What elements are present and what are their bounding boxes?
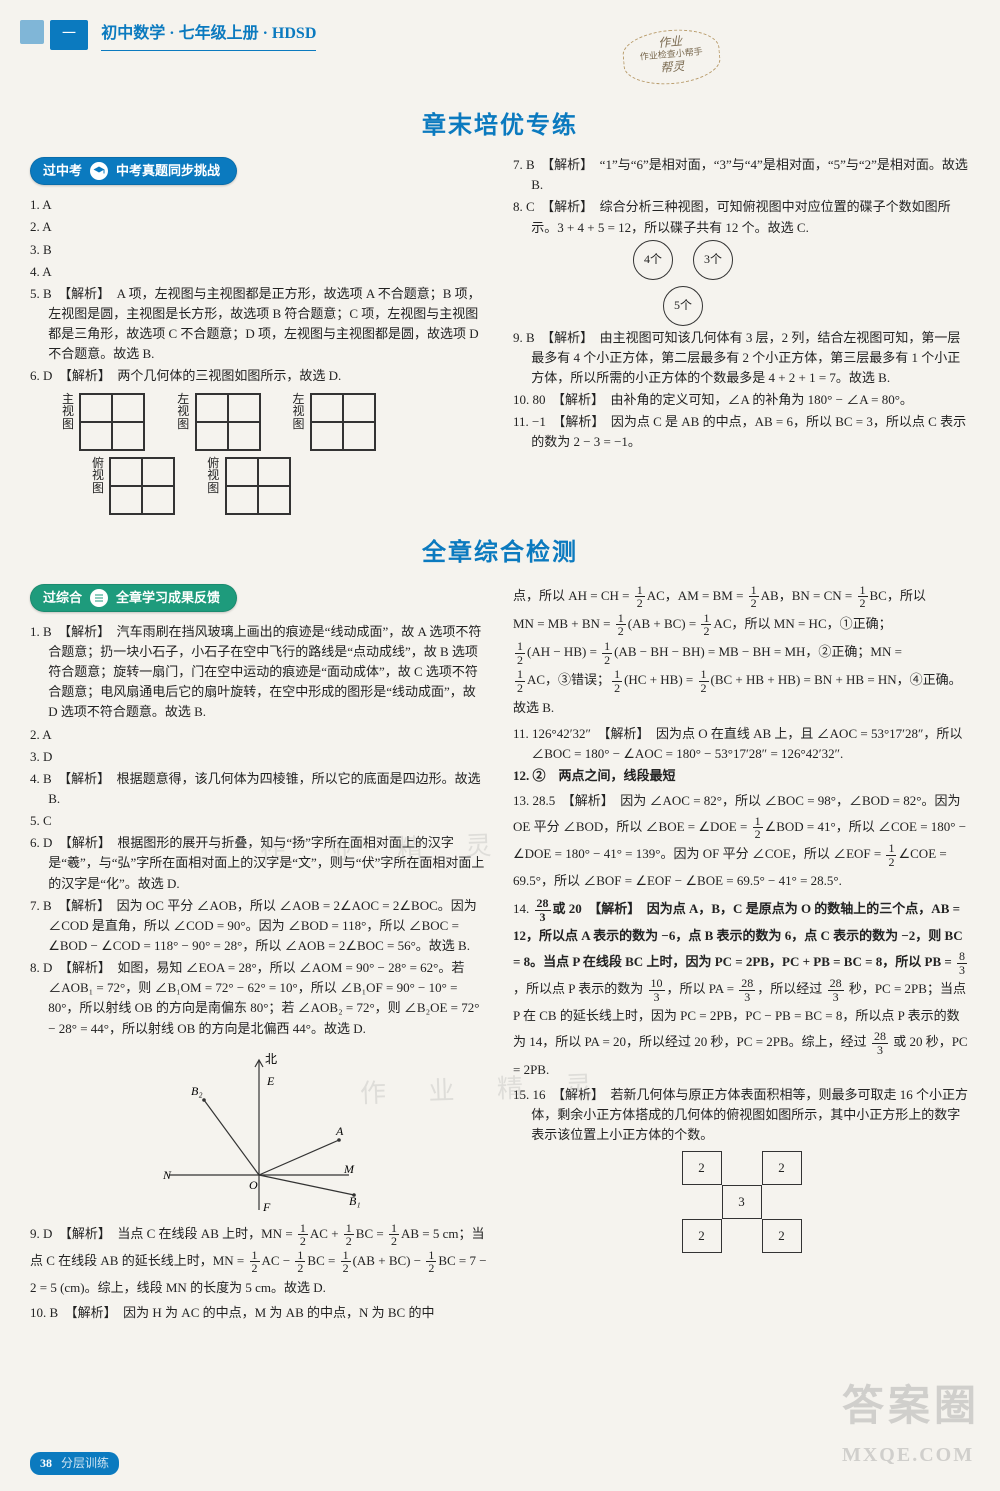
section2-left: 过综合 全章学习成果反馈 1. B 【解析】 汽车雨刷在挡风玻璃上画出的痕迹是“… [30,580,487,1325]
svg-text:北: 北 [265,1052,277,1066]
cell-c: 3 [722,1185,762,1219]
pill-zhongkao: 过中考 中考真题同步挑战 [30,157,237,185]
s2-q6: 6. D 【解析】 根据图形的展开与折叠，知与“扬”字所在面相对面上的汉字是“羲… [30,833,487,893]
s2-q10a: 10. B 【解析】 因为 H 为 AC 的中点，M 为 AB 的中点，N 为 … [30,1303,487,1323]
left-view-2: 左视图 [291,393,376,451]
top-view-label1: 俯视图 [90,457,106,495]
page-number: 38 分层训练 [30,1452,119,1475]
page-header: 一 初中数学 · 七年级上册 · HDSD 作业 作业检查小帮手 帮灵 [0,0,1000,100]
section1-left: 过中考 中考真题同步挑战 1. A 2. A 3. B 4. A 5. B 【解… [30,153,487,520]
pill-left-b: 中考真题同步挑战 [116,161,220,181]
s2-q7: 7. B 【解析】 因为 OC 平分 ∠AOB，所以 ∠AOB = 2∠AOC … [30,896,487,956]
circle-4: 4个 [633,240,673,280]
s2-q12: 12. ② 两点之间，线段最短 [513,766,970,786]
pill2-left-a: 过综合 [43,588,82,608]
section2-right: 点，所以 AH = CH = 12AC，AM = BM = 12AB，BN = … [513,580,970,1325]
top-view-2: 俯视图 [205,457,290,515]
section1-right: 7. B 【解析】 “1”与“6”是相对面，“3”与“4”是相对面，“5”与“2… [513,153,970,520]
pill-zonghe: 过综合 全章学习成果反馈 [30,584,237,612]
s1-q2: 2. A [30,217,487,237]
stamp-badge: 作业 作业检查小帮手 帮灵 [621,26,722,88]
cell-d: 2 [682,1219,722,1253]
three-view-row1: 主视图 左视图 左视图 [60,393,487,451]
s1-q3: 3. B [30,240,487,260]
cell-a: 2 [682,1151,722,1185]
main-view-label: 主视图 [60,393,76,431]
s1-q10: 10. 80 【解析】 由补角的定义可知，∠A 的补角为 180° − ∠A =… [513,390,970,410]
graduation-icon [90,162,108,180]
pill2-left-b: 全章学习成果反馈 [116,588,220,608]
s2-q4: 4. B 【解析】 根据题意得，该几何体为四棱锥，所以它的底面是四边形。故选 B… [30,769,487,809]
s2-q9: 9. D 【解析】 当点 C 在线段 AB 上时，MN = 12AC + 12B… [30,1221,487,1301]
compass-svg: 北 E N M A B₁ B₂ O F [149,1045,369,1215]
book-subtitle: 初中数学 · 七年级上册 · HDSD [101,22,316,51]
left-view-label2: 左视图 [291,393,307,431]
svg-text:O: O [249,1178,258,1192]
s2-q11: 11. 126°42′32″ 【解析】 因为点 O 在直线 AB 上，且 ∠AO… [513,724,970,764]
grid-left2 [310,393,376,451]
s2-q8: 8. D 【解析】 如图，易知 ∠EOA = 28°，所以 ∠AOM = 90°… [30,958,487,1039]
compass-diagram: 北 E N M A B₁ B₂ O F [30,1045,487,1215]
left-view-label1: 左视图 [175,393,191,431]
list-icon [90,589,108,607]
svg-text:F: F [262,1200,271,1214]
section1-columns: 过中考 中考真题同步挑战 1. A 2. A 3. B 4. A 5. B 【解… [0,153,1000,520]
svg-text:A: A [335,1124,344,1138]
grid-top2 [225,457,291,515]
section2-title: 全章综合检测 [0,535,1000,572]
s2-q13: 13. 28.5 【解析】 因为 ∠AOC = 82°，所以 ∠BOC = 98… [513,788,970,894]
q15-table: 2 2 3 2 2 [513,1151,970,1253]
s2-q2: 2. A [30,725,487,745]
cell-e: 2 [762,1219,802,1253]
svg-text:M: M [343,1162,355,1176]
s1-q7: 7. B 【解析】 “1”与“6”是相对面，“3”与“4”是相对面，“5”与“2… [513,155,970,195]
circle-5: 5个 [663,286,703,326]
section1-title: 章末培优专练 [0,108,1000,145]
pill-left-a: 过中考 [43,161,82,181]
circle-3: 3个 [693,240,733,280]
cell-b: 2 [762,1151,802,1185]
s1-q1: 1. A [30,195,487,215]
s2-q5: 5. C [30,811,487,831]
s1-q4: 4. A [30,262,487,282]
s2-q10-cont: 点，所以 AH = CH = 12AC，AM = BM = 12AB，BN = … [513,582,970,722]
main-view: 主视图 [60,393,145,451]
grid-left1 [195,393,261,451]
s1-q6: 6. D 【解析】 两个几何体的三视图如图所示，故选 D. [30,366,487,386]
s1-q5: 5. B 【解析】 A 项，左视图与主视图都是正方形，故选项 A 不合题意；B … [30,284,487,365]
grid-top1 [109,457,175,515]
svg-text:E: E [266,1074,275,1088]
three-view-row2: 俯视图 俯视图 [90,457,487,515]
svg-text:B₂: B₂ [191,1084,203,1098]
section2-columns: 过综合 全章学习成果反馈 1. B 【解析】 汽车雨刷在挡风玻璃上画出的痕迹是“… [0,580,1000,1325]
series-tab: 一 [50,20,88,50]
s1-q11: 11. −1 【解析】 因为点 C 是 AB 的中点，AB = 6，所以 BC … [513,412,970,452]
grid-main [79,393,145,451]
brand-watermark: 答案圈 MXQE.COM [842,1375,980,1471]
s1-q8: 8. C 【解析】 综合分析三种视图，可知俯视图中对应位置的碟子个数如图所示。3… [513,197,970,237]
s2-q15: 15. 16 【解析】 若新几何体与原正方体表面积相等，则最多可取走 16 个小… [513,1085,970,1145]
s2-q1: 1. B 【解析】 汽车雨刷在挡风玻璃上画出的痕迹是“线动成面”，故 A 选项不… [30,622,487,723]
s2-q14: 14. 283或 20 【解析】 因为点 A，B，C 是原点为 O 的数轴上的三… [513,896,970,1082]
s2-q3: 3. D [30,747,487,767]
left-view-1: 左视图 [175,393,260,451]
s1-q9: 9. B 【解析】 由主视图可知该几何体有 3 层，2 列，结合左视图可知，第一… [513,328,970,388]
q8-circles: 4个 3个 5个 [633,240,733,326]
top-view-1: 俯视图 [90,457,175,515]
svg-text:N: N [162,1168,172,1182]
top-view-label2: 俯视图 [205,457,221,495]
